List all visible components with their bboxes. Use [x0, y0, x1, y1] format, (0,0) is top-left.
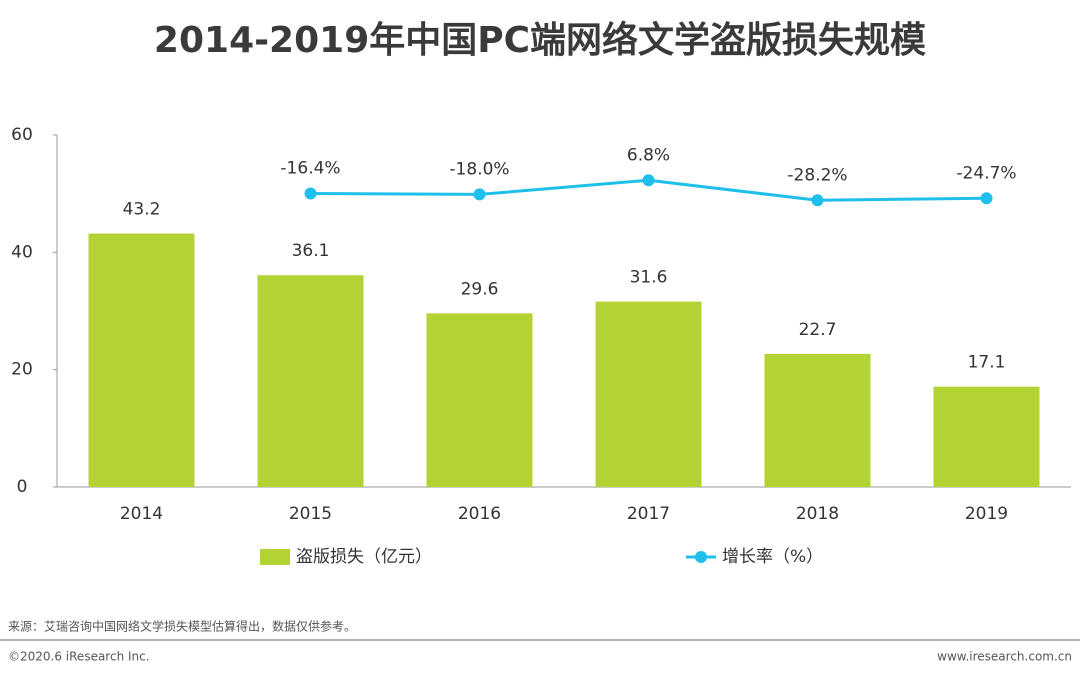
- x-tick-label: 2015: [289, 504, 332, 524]
- bar-label: 22.7: [799, 320, 837, 340]
- legend-label: 增长率（%）: [722, 547, 823, 567]
- line-point: [980, 192, 993, 205]
- bar-label: 17.1: [968, 353, 1006, 373]
- line-label: -18.0%: [449, 159, 509, 179]
- chart-title: 2014-2019年中国PC端网络文学盗版损失规模: [154, 19, 926, 61]
- bar-label: 36.1: [292, 241, 330, 261]
- x-tick-label: 2014: [120, 504, 163, 524]
- line-label: -24.7%: [956, 163, 1016, 183]
- legend-label: 盗版损失（亿元）: [296, 547, 432, 567]
- y-tick-label: 20: [11, 360, 33, 380]
- line-label: -16.4%: [280, 159, 340, 179]
- line-label: -28.2%: [787, 165, 847, 185]
- y-tick-label: 60: [11, 125, 33, 145]
- x-tick-label: 2019: [965, 504, 1008, 524]
- bar: [426, 313, 533, 487]
- y-tick-label: 0: [17, 477, 28, 497]
- legend-swatch: [695, 551, 707, 563]
- bar-label: 29.6: [461, 279, 499, 299]
- x-tick-label: 2016: [458, 504, 501, 524]
- line-point: [811, 194, 824, 207]
- copyright: ©2020.6 iResearch Inc.: [8, 650, 150, 664]
- bar: [764, 353, 871, 487]
- bar: [933, 386, 1040, 487]
- bar: [88, 233, 195, 487]
- line-point: [642, 174, 655, 187]
- legend-swatch: [260, 549, 290, 565]
- line-point: [473, 188, 486, 201]
- bar-label: 43.2: [123, 200, 161, 220]
- bar-label: 31.6: [630, 268, 668, 288]
- x-tick-label: 2017: [627, 504, 670, 524]
- bar: [257, 275, 364, 487]
- website: www.iresearch.com.cn: [937, 650, 1072, 664]
- line-point: [304, 187, 317, 200]
- line-label: 6.8%: [627, 145, 670, 165]
- y-tick-label: 40: [11, 242, 33, 262]
- x-tick-label: 2018: [796, 504, 839, 524]
- source-note: 来源：艾瑞咨询中国网络文学损失模型估算得出，数据仅供参考。: [8, 619, 356, 634]
- bar: [595, 301, 702, 487]
